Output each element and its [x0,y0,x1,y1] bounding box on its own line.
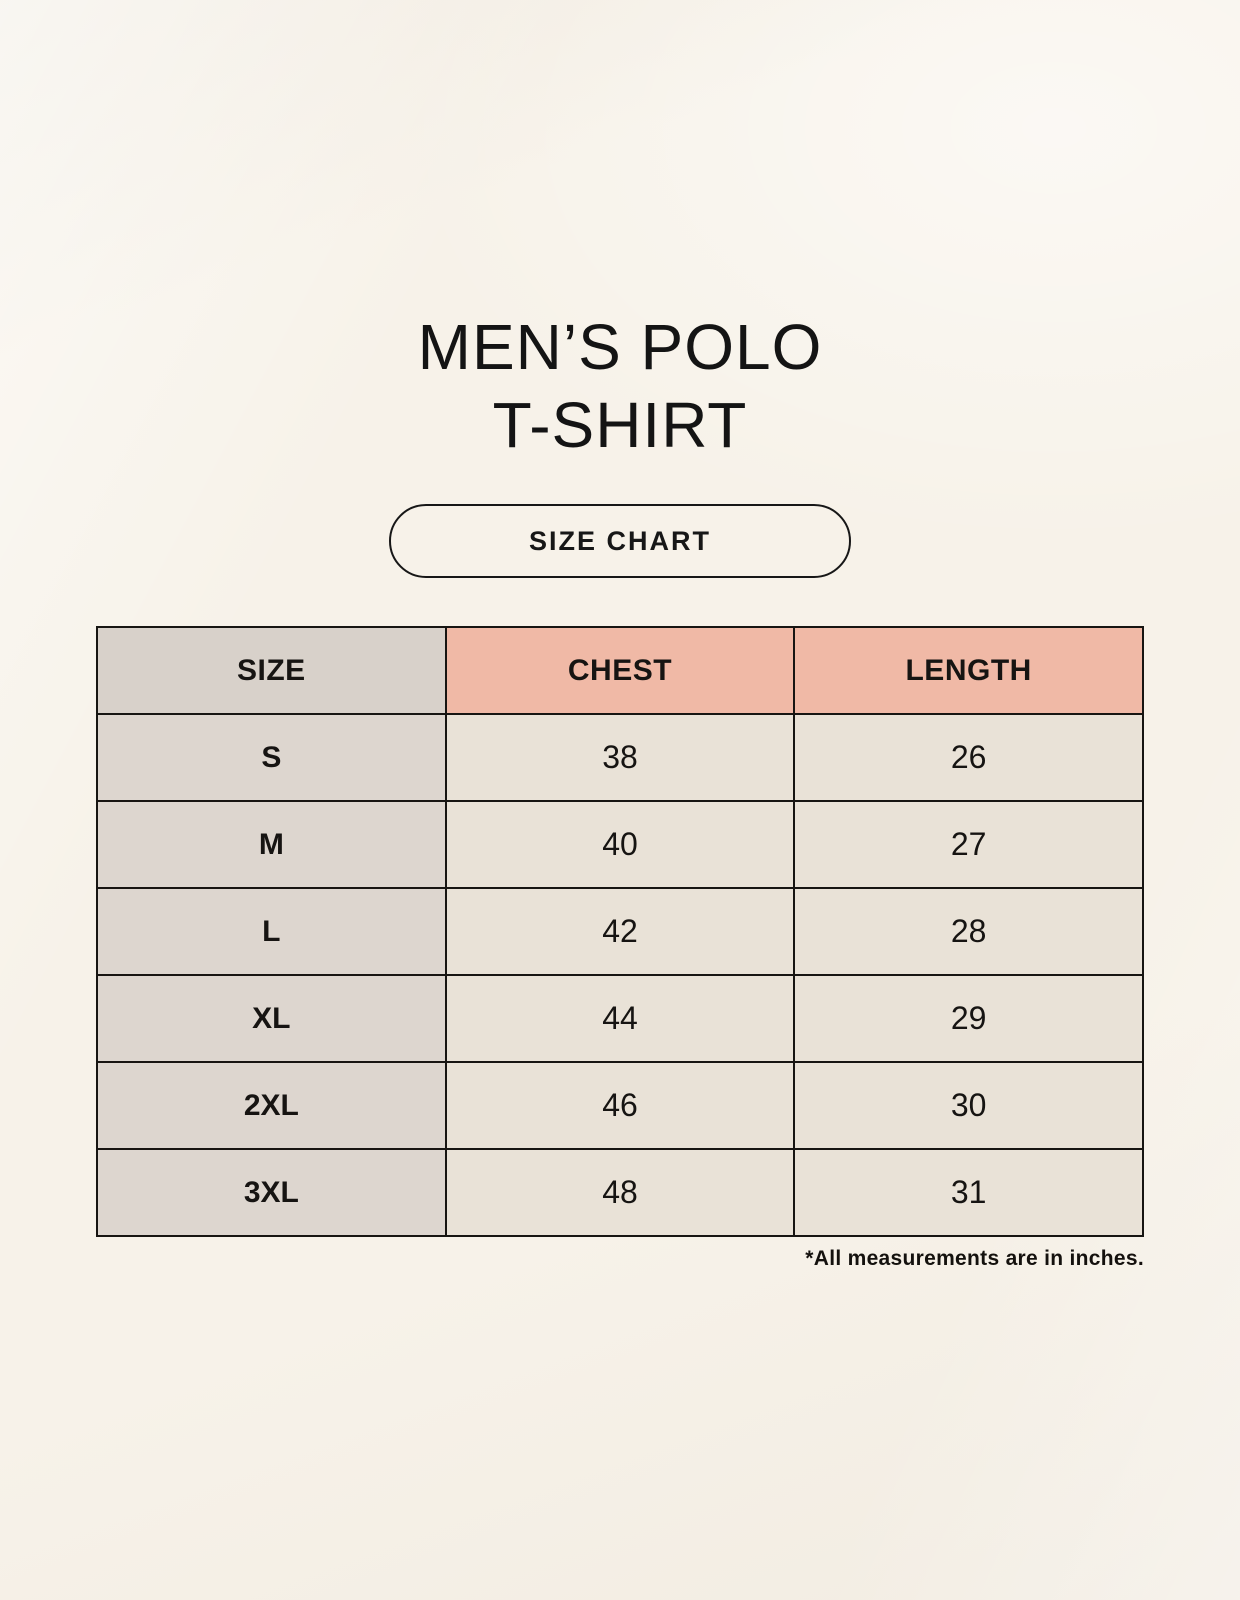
size-chart-page: MEN’S POLO T-SHIRT SIZE CHART SIZE CHEST… [0,308,1240,1271]
header-cell-size: SIZE [96,626,447,716]
table-row: 3XL 48 31 [96,1148,1144,1238]
header-cell-length: LENGTH [793,626,1144,716]
size-cell: M [96,800,447,890]
table-row: 2XL 46 30 [96,1061,1144,1151]
header-cell-chest: CHEST [444,626,796,716]
chest-cell: 38 [444,713,796,803]
size-chart-table-container: SIZE CHEST LENGTH S 38 26 M 40 27 L [96,626,1144,1238]
page-title-line2: T-SHIRT [492,389,748,462]
size-cell: L [96,887,447,977]
measurements-footnote: *All measurements are in inches. [805,1247,1144,1271]
length-cell: 28 [793,887,1144,977]
chest-cell: 40 [444,800,796,890]
size-cell: XL [96,974,447,1064]
table-header-row: SIZE CHEST LENGTH [96,626,1144,716]
page-title: MEN’S POLO T-SHIRT [0,308,1240,464]
table-row: S 38 26 [96,713,1144,803]
table-row: M 40 27 [96,800,1144,890]
size-cell: S [96,713,447,803]
length-cell: 27 [793,800,1144,890]
size-chart-table: SIZE CHEST LENGTH S 38 26 M 40 27 L [96,626,1144,1238]
chest-cell: 44 [444,974,796,1064]
page-title-line1: MEN’S POLO [417,311,823,383]
length-cell: 31 [793,1148,1144,1238]
length-cell: 26 [793,713,1144,803]
chest-cell: 48 [444,1148,796,1238]
table-row: L 42 28 [96,887,1144,977]
chest-cell: 42 [444,887,796,977]
chest-cell: 46 [444,1061,796,1151]
size-chart-button[interactable]: SIZE CHART [389,504,851,579]
size-cell: 3XL [96,1148,447,1238]
length-cell: 30 [793,1061,1144,1151]
length-cell: 29 [793,974,1144,1064]
table-row: XL 44 29 [96,974,1144,1064]
size-cell: 2XL [96,1061,447,1151]
